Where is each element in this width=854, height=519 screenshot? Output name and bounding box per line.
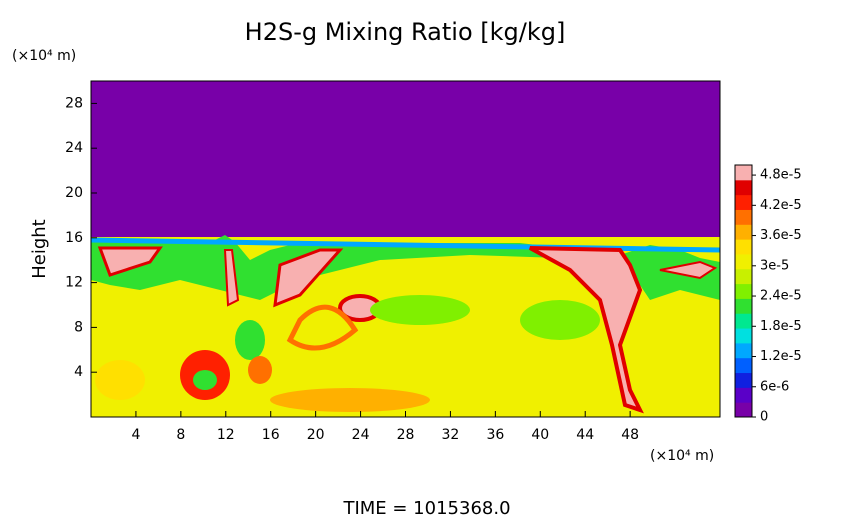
colorbar-tick-label: 3e-5 <box>760 258 789 273</box>
x-tick-label: 20 <box>307 427 325 443</box>
chart-title: H2S-g Mixing Ratio [kg/kg] <box>245 18 566 46</box>
colorbar-tick-label: 1.2e-5 <box>760 349 802 364</box>
colorbar-band <box>735 268 752 285</box>
colorbar-band <box>735 224 752 240</box>
colorbar-band <box>735 194 752 210</box>
x-tick-label: 40 <box>531 427 549 443</box>
x-tick-label: 28 <box>397 427 415 443</box>
x-tick-label: 24 <box>352 427 370 443</box>
y-tick-label: 20 <box>65 185 83 201</box>
field <box>91 81 720 417</box>
colorbar-tick-label: 4.8e-5 <box>760 168 802 183</box>
footer: TIME = 1015368.0 <box>342 498 510 519</box>
colorbar-band <box>735 372 752 388</box>
colorbar-band <box>735 209 752 225</box>
x-tick-label: 8 <box>176 427 185 443</box>
y-tick-label: 12 <box>65 275 83 291</box>
colorbar-band <box>735 313 752 329</box>
x-tick-label: 4 <box>131 427 140 443</box>
colorbar-band <box>735 165 752 181</box>
y-tick-label: 16 <box>65 230 83 246</box>
x-unit: (×10⁴ m) <box>650 448 714 464</box>
colorbar-band <box>735 387 752 403</box>
colorbar-tick-label: 6e-6 <box>760 379 789 394</box>
x-tick-label: 32 <box>442 427 460 443</box>
colorbar-tick-label: 4.2e-5 <box>760 198 802 213</box>
y-tick-label: 4 <box>74 364 83 380</box>
y-tick-label: 24 <box>65 140 83 156</box>
colorbar-tick-label: 0 <box>760 410 768 425</box>
colorbar-band <box>735 179 752 196</box>
colorbar-frame <box>734 164 753 418</box>
colorbar-tick-label: 1.8e-5 <box>760 319 802 334</box>
colorbar-band <box>735 357 752 374</box>
x-tick-label: 12 <box>217 427 235 443</box>
x-tick-label: 16 <box>262 427 280 443</box>
x-tick-label: 44 <box>576 427 594 443</box>
colorbar-band <box>735 283 752 299</box>
colorbar-tick-label: 3.6e-5 <box>760 228 802 243</box>
colorbar-band <box>735 328 752 344</box>
colorbar-band <box>735 402 752 418</box>
y-axis-label: Height <box>29 219 50 279</box>
y-unit: (×10⁴ m) <box>12 48 76 64</box>
colorbar-tick-label: 2.4e-5 <box>760 289 802 304</box>
x-tick-label: 36 <box>486 427 504 443</box>
colorbar-band <box>735 298 752 314</box>
colorbar-band <box>735 253 752 270</box>
colorbar-band <box>735 239 752 255</box>
y-tick-label: 8 <box>74 319 83 335</box>
colorbar-band <box>735 342 752 359</box>
y-tick-label: 28 <box>65 95 83 111</box>
x-tick-label: 48 <box>621 427 639 443</box>
